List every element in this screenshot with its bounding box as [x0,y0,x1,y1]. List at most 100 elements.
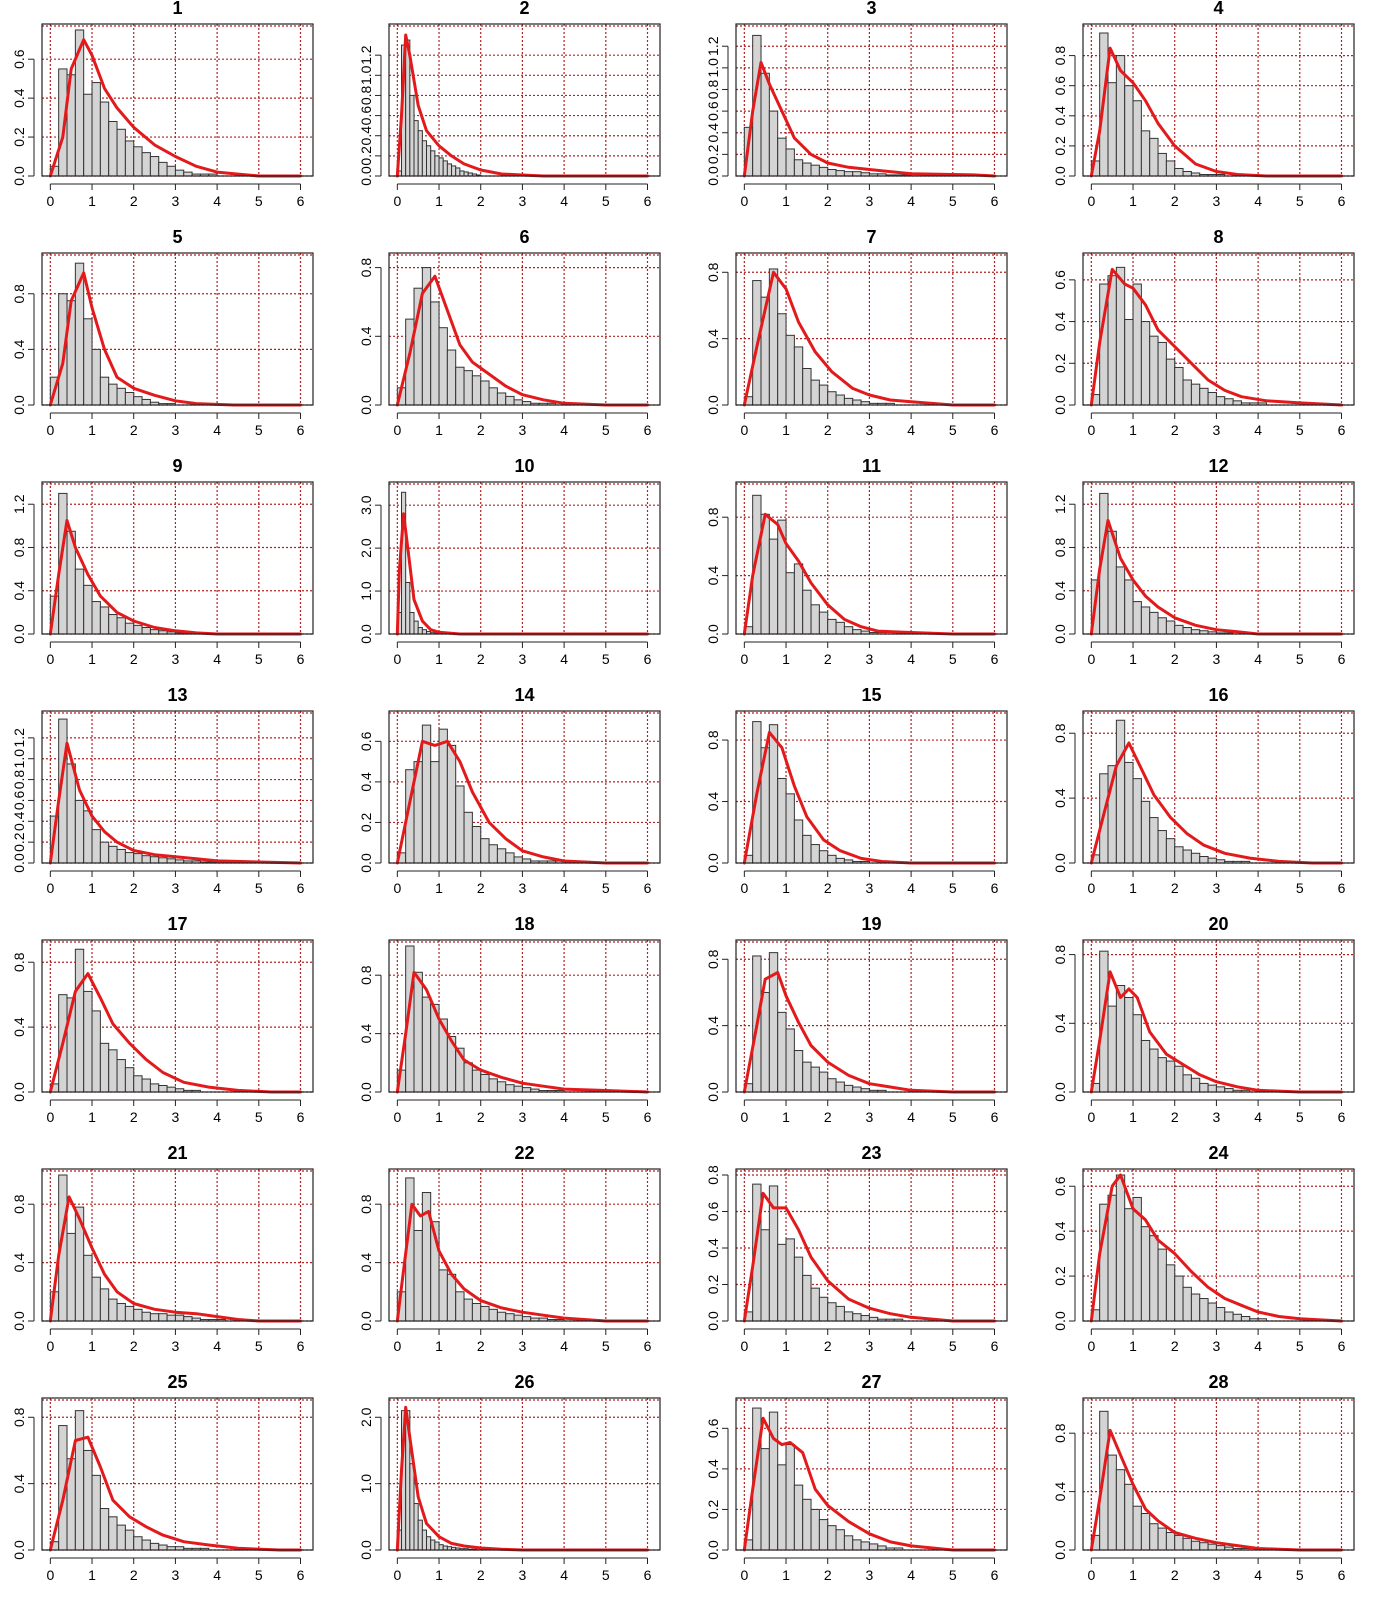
x-tick-label: 5 [949,193,957,209]
chart-title: 28 [1208,1372,1228,1392]
x-tick-label: 5 [1296,193,1304,209]
plot-frame [41,1168,314,1322]
y-tick-label: 0.6 [1052,76,1068,96]
histogram-bar [802,589,812,635]
histogram-bar [513,1085,523,1093]
histogram-bar [827,1302,837,1322]
histogram-bar [83,584,93,635]
histogram-bar [793,346,804,406]
x-tick-label: 0 [740,880,748,896]
x-tick-label: 6 [297,1567,305,1583]
histogram-bar [843,171,854,177]
density-curve [742,971,996,1094]
histogram-bar [1124,318,1134,406]
histogram-bar [463,171,469,177]
histogram-bar [488,844,498,864]
histogram-bar [802,1061,812,1093]
histogram-bar [430,301,440,406]
x-tick-label: 0 [393,1338,401,1354]
plot-frame [1082,23,1355,177]
histogram-svg: 28 0 1 2 3 4 5 6 0.0 0.4 0.8 [1052,1372,1355,1583]
x-tick-label: 6 [644,1567,652,1583]
histogram-svg: 15 0 1 2 3 4 5 6 0.0 0.4 0.8 [705,685,1008,896]
histogram-svg: 25 0 1 2 3 4 5 6 0.0 0.4 0.8 [11,1372,314,1583]
histogram-bar [496,392,507,406]
x-tick-label: 2 [130,193,138,209]
x-tick-label: 2 [477,880,485,896]
x-tick-label: 3 [866,651,874,667]
histogram-panel: 23 0 1 2 3 4 5 6 0.0 0.2 0.4 0.6 0.8 [694,1143,1041,1374]
histogram-bar [149,1313,160,1322]
x-tick-label: 2 [130,880,138,896]
y-tick-label: 0.4 [705,792,721,812]
x-tick-label: 3 [866,193,874,209]
density-curve [1089,1173,1343,1323]
histogram-bar [1149,1235,1159,1322]
histogram-bar [116,617,126,635]
histogram-panel: 28 0 1 2 3 4 5 6 0.0 0.4 0.8 [1041,1372,1387,1603]
x-tick-label: 0 [393,880,401,896]
histogram-bar [827,618,837,635]
plot-frame [735,1397,1008,1551]
histogram-bar [1240,1316,1251,1322]
histogram-bar [1132,601,1142,635]
histogram-panel: 17 0 1 2 3 4 5 6 0.0 0.4 0.8 [0,914,347,1145]
x-tick-label: 6 [1338,1338,1346,1354]
histogram-bar [768,538,779,635]
x-tick-label: 1 [435,1338,443,1354]
chart-title: 27 [861,1372,881,1392]
x-tick-label: 5 [602,1338,610,1354]
x-tick-label: 6 [991,1338,999,1354]
histogram-bar [810,604,820,635]
histogram-bar [1182,379,1192,406]
y-tick-label: 0.8 [11,770,27,790]
y-tick-label: 0.8 [705,262,721,282]
histogram-bar [166,165,176,177]
x-tick-label: 3 [1213,1338,1221,1354]
y-tick-label: 0.4 [11,339,27,359]
x-tick-label: 6 [644,193,652,209]
histogram-bar [124,852,135,864]
x-tick-label: 3 [172,422,180,438]
y-tick-label: 0.6 [358,731,374,751]
plot-frame [388,23,661,177]
y-tick-label: 0.6 [11,790,27,810]
plot-frame [41,23,314,177]
x-tick-label: 4 [560,193,568,209]
y-tick-label: 0.2 [11,832,27,852]
plot-frame [1082,710,1355,864]
y-tick-label: 0.8 [705,1165,721,1185]
y-tick-label: 0.0 [705,395,721,415]
histogram-bar [1132,100,1142,177]
x-tick-label: 6 [297,1109,305,1125]
x-tick-label: 6 [644,880,652,896]
x-tick-label: 2 [1171,880,1179,896]
histogram-bar [1115,1174,1126,1322]
histogram-svg: 11 0 1 2 3 4 5 6 0.0 0.4 0.8 [705,456,1008,667]
histogram-bar [488,1078,498,1093]
x-tick-label: 5 [255,422,263,438]
histogram-bar [785,148,795,177]
histogram-bar [1215,396,1226,406]
y-tick-label: 0.0 [705,624,721,644]
histogram-svg: 1 0 1 2 3 4 5 6 0.0 0.2 0.4 0.6 [11,0,314,209]
histogram-bar [1157,152,1167,177]
y-tick-label: 0.6 [1052,1176,1068,1196]
histogram-bar [1215,1086,1226,1093]
x-tick-label: 0 [740,1567,748,1583]
x-tick-label: 0 [1087,422,1095,438]
x-tick-label: 1 [1129,1338,1137,1354]
histogram-bar [99,101,110,177]
histogram-bar [768,110,779,177]
y-tick-label: 0.8 [11,1194,27,1214]
histogram-bar [141,398,151,406]
chart-title: 2 [519,0,529,18]
x-tick-label: 1 [1129,880,1137,896]
histogram-bar [785,572,795,635]
chart-title: 19 [861,914,881,934]
x-tick-label: 2 [824,651,832,667]
histogram-bar [1199,387,1209,406]
x-tick-label: 1 [88,193,96,209]
histogram-bar [133,853,143,864]
x-tick-label: 2 [477,651,485,667]
